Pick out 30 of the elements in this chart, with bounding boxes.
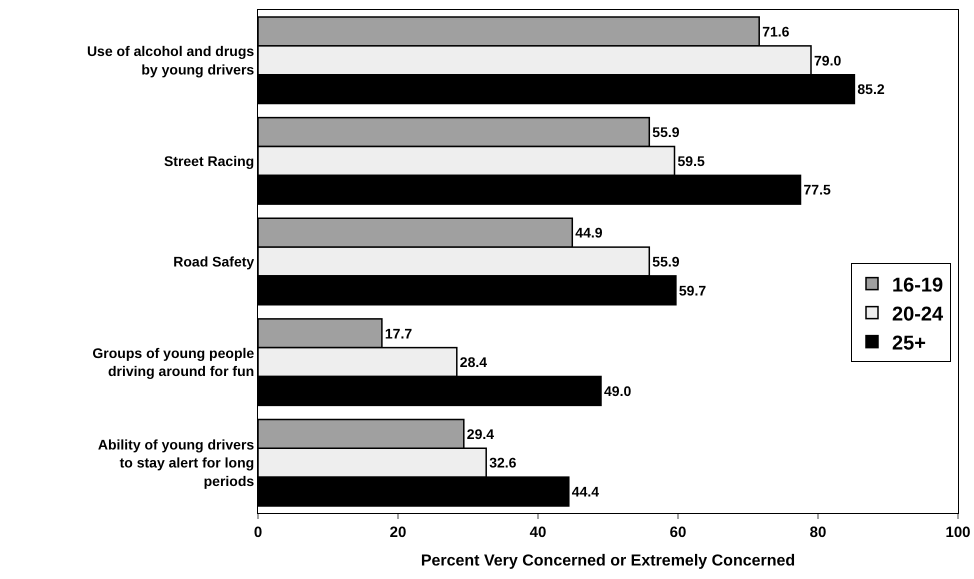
data-label: 32.6 xyxy=(489,454,517,471)
x-tick-label: 0 xyxy=(254,524,262,541)
y-tick-label: Street Racing xyxy=(164,152,254,169)
data-label: 71.6 xyxy=(762,23,790,40)
y-tick-label: Groups of young people driving around for fun xyxy=(92,344,254,380)
data-label: 17.7 xyxy=(384,325,412,342)
legend-label: 25+ xyxy=(892,332,926,354)
x-tick-label: 20 xyxy=(390,524,406,541)
data-label: 44.9 xyxy=(575,224,603,241)
y-tick-label: Ability of young drivers to stay alert for long periods xyxy=(98,436,254,489)
data-label: 44.4 xyxy=(572,484,600,500)
legend-label: 16-19 xyxy=(892,274,944,296)
data-label: 55.9 xyxy=(652,254,680,270)
data-label: 49.0 xyxy=(604,382,632,399)
x-tick-label: 80 xyxy=(810,524,826,541)
data-label: 59.7 xyxy=(678,282,706,298)
y-tick-label: Road Safety xyxy=(173,253,254,270)
x-tick-label: 60 xyxy=(670,524,686,541)
legend-label: 20-24 xyxy=(892,303,944,326)
data-label: 77.5 xyxy=(804,182,831,198)
x-axis-title: Percent Very Concerned or Extremely Concerned xyxy=(420,552,796,570)
y-tick-label: Use of alcohol and drugs by young drivers xyxy=(86,43,254,78)
data-label: 85.2 xyxy=(857,81,885,98)
x-tick-label: 40 xyxy=(530,524,546,541)
data-label: 79.0 xyxy=(814,52,842,68)
data-label: 59.5 xyxy=(678,152,705,169)
data-label: 28.4 xyxy=(460,354,488,370)
x-tick-label: 100 xyxy=(945,524,971,541)
data-label: 55.9 xyxy=(652,124,680,140)
data-label: 29.4 xyxy=(466,426,494,442)
